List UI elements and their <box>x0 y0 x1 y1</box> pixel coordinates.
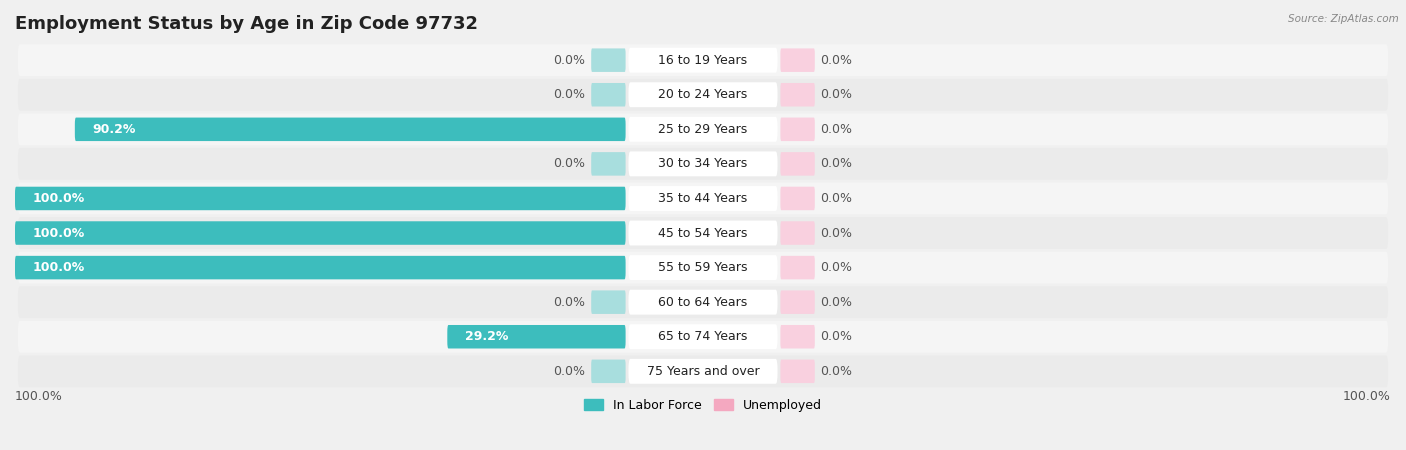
FancyBboxPatch shape <box>628 82 778 107</box>
Text: 25 to 29 Years: 25 to 29 Years <box>658 123 748 136</box>
FancyBboxPatch shape <box>780 360 815 383</box>
Text: 90.2%: 90.2% <box>91 123 135 136</box>
Text: 75 Years and over: 75 Years and over <box>647 365 759 378</box>
Text: 60 to 64 Years: 60 to 64 Years <box>658 296 748 309</box>
Text: 29.2%: 29.2% <box>464 330 508 343</box>
Text: 0.0%: 0.0% <box>554 296 585 309</box>
FancyBboxPatch shape <box>780 290 815 314</box>
FancyBboxPatch shape <box>18 321 1388 353</box>
FancyBboxPatch shape <box>18 44 1388 76</box>
Text: 100.0%: 100.0% <box>1343 390 1391 403</box>
FancyBboxPatch shape <box>591 360 626 383</box>
Text: 0.0%: 0.0% <box>821 54 852 67</box>
Text: 0.0%: 0.0% <box>554 158 585 171</box>
FancyBboxPatch shape <box>18 148 1388 180</box>
Text: 0.0%: 0.0% <box>554 54 585 67</box>
FancyBboxPatch shape <box>780 83 815 107</box>
FancyBboxPatch shape <box>18 79 1388 111</box>
Text: 100.0%: 100.0% <box>32 261 84 274</box>
FancyBboxPatch shape <box>628 255 778 280</box>
FancyBboxPatch shape <box>18 217 1388 249</box>
Text: 0.0%: 0.0% <box>821 192 852 205</box>
FancyBboxPatch shape <box>628 324 778 349</box>
FancyBboxPatch shape <box>780 187 815 210</box>
FancyBboxPatch shape <box>628 220 778 246</box>
Text: 100.0%: 100.0% <box>15 390 63 403</box>
FancyBboxPatch shape <box>18 183 1388 214</box>
Text: 0.0%: 0.0% <box>554 88 585 101</box>
FancyBboxPatch shape <box>628 117 778 142</box>
FancyBboxPatch shape <box>18 286 1388 318</box>
FancyBboxPatch shape <box>628 48 778 72</box>
FancyBboxPatch shape <box>780 49 815 72</box>
Text: 35 to 44 Years: 35 to 44 Years <box>658 192 748 205</box>
FancyBboxPatch shape <box>15 221 626 245</box>
FancyBboxPatch shape <box>591 49 626 72</box>
FancyBboxPatch shape <box>780 256 815 279</box>
FancyBboxPatch shape <box>780 117 815 141</box>
Text: 0.0%: 0.0% <box>821 158 852 171</box>
FancyBboxPatch shape <box>780 152 815 176</box>
FancyBboxPatch shape <box>447 325 626 348</box>
FancyBboxPatch shape <box>75 117 626 141</box>
Text: 0.0%: 0.0% <box>554 365 585 378</box>
Text: 55 to 59 Years: 55 to 59 Years <box>658 261 748 274</box>
Text: 16 to 19 Years: 16 to 19 Years <box>658 54 748 67</box>
Text: 100.0%: 100.0% <box>32 192 84 205</box>
Text: 100.0%: 100.0% <box>32 226 84 239</box>
Text: 45 to 54 Years: 45 to 54 Years <box>658 226 748 239</box>
Text: Employment Status by Age in Zip Code 97732: Employment Status by Age in Zip Code 977… <box>15 15 478 33</box>
FancyBboxPatch shape <box>780 325 815 348</box>
Text: 0.0%: 0.0% <box>821 226 852 239</box>
Text: 0.0%: 0.0% <box>821 296 852 309</box>
Text: 0.0%: 0.0% <box>821 261 852 274</box>
FancyBboxPatch shape <box>628 186 778 211</box>
Text: 0.0%: 0.0% <box>821 330 852 343</box>
FancyBboxPatch shape <box>591 83 626 107</box>
FancyBboxPatch shape <box>780 221 815 245</box>
FancyBboxPatch shape <box>18 356 1388 387</box>
FancyBboxPatch shape <box>18 252 1388 284</box>
Text: 30 to 34 Years: 30 to 34 Years <box>658 158 748 171</box>
FancyBboxPatch shape <box>18 113 1388 145</box>
Text: 0.0%: 0.0% <box>821 365 852 378</box>
Text: 0.0%: 0.0% <box>821 88 852 101</box>
FancyBboxPatch shape <box>15 256 626 279</box>
Text: Source: ZipAtlas.com: Source: ZipAtlas.com <box>1288 14 1399 23</box>
Text: 65 to 74 Years: 65 to 74 Years <box>658 330 748 343</box>
FancyBboxPatch shape <box>628 152 778 176</box>
FancyBboxPatch shape <box>628 359 778 384</box>
FancyBboxPatch shape <box>628 290 778 315</box>
FancyBboxPatch shape <box>15 187 626 210</box>
Text: 20 to 24 Years: 20 to 24 Years <box>658 88 748 101</box>
FancyBboxPatch shape <box>591 152 626 176</box>
Text: 0.0%: 0.0% <box>821 123 852 136</box>
FancyBboxPatch shape <box>591 290 626 314</box>
Legend: In Labor Force, Unemployed: In Labor Force, Unemployed <box>579 394 827 417</box>
